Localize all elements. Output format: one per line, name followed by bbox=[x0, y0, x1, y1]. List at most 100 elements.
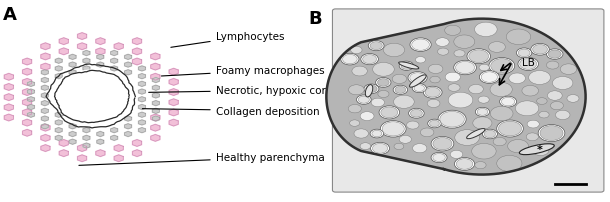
Polygon shape bbox=[169, 89, 178, 96]
Polygon shape bbox=[83, 128, 90, 133]
Circle shape bbox=[393, 86, 407, 95]
Polygon shape bbox=[41, 78, 48, 83]
Circle shape bbox=[553, 77, 573, 90]
Circle shape bbox=[478, 97, 489, 104]
Circle shape bbox=[475, 162, 486, 169]
Circle shape bbox=[454, 61, 476, 75]
Polygon shape bbox=[69, 132, 76, 137]
Circle shape bbox=[373, 63, 394, 77]
Polygon shape bbox=[138, 120, 145, 125]
Circle shape bbox=[475, 23, 497, 37]
Circle shape bbox=[415, 57, 425, 64]
Circle shape bbox=[448, 93, 473, 108]
Circle shape bbox=[371, 99, 384, 107]
Polygon shape bbox=[326, 20, 586, 175]
Circle shape bbox=[382, 122, 404, 136]
Polygon shape bbox=[114, 44, 123, 50]
Polygon shape bbox=[41, 54, 50, 60]
Text: A: A bbox=[3, 6, 17, 24]
Polygon shape bbox=[97, 63, 104, 68]
Polygon shape bbox=[152, 93, 159, 98]
Circle shape bbox=[412, 84, 426, 93]
FancyBboxPatch shape bbox=[332, 10, 604, 192]
Circle shape bbox=[352, 67, 367, 77]
Polygon shape bbox=[41, 124, 48, 129]
Polygon shape bbox=[138, 105, 145, 110]
Polygon shape bbox=[59, 39, 68, 45]
Circle shape bbox=[348, 105, 362, 113]
Circle shape bbox=[515, 101, 539, 116]
Text: LB: LB bbox=[522, 57, 534, 67]
Circle shape bbox=[408, 72, 427, 84]
Circle shape bbox=[360, 143, 371, 150]
Polygon shape bbox=[111, 51, 118, 56]
Polygon shape bbox=[56, 66, 62, 72]
Polygon shape bbox=[41, 109, 48, 114]
Circle shape bbox=[454, 36, 475, 49]
Circle shape bbox=[540, 126, 563, 141]
Ellipse shape bbox=[365, 85, 373, 97]
Circle shape bbox=[428, 65, 443, 74]
Text: Necrotic, hypoxic core: Necrotic, hypoxic core bbox=[149, 86, 332, 96]
Polygon shape bbox=[97, 139, 104, 145]
Polygon shape bbox=[4, 115, 13, 121]
Circle shape bbox=[472, 144, 496, 159]
Polygon shape bbox=[77, 145, 87, 152]
Polygon shape bbox=[69, 70, 76, 75]
Circle shape bbox=[493, 138, 506, 146]
Ellipse shape bbox=[467, 129, 485, 139]
Polygon shape bbox=[132, 150, 142, 157]
Polygon shape bbox=[114, 155, 123, 162]
Polygon shape bbox=[132, 49, 142, 55]
Circle shape bbox=[527, 121, 539, 128]
Polygon shape bbox=[69, 63, 76, 68]
Polygon shape bbox=[23, 69, 32, 76]
Circle shape bbox=[438, 111, 466, 128]
Circle shape bbox=[384, 44, 404, 57]
Polygon shape bbox=[27, 82, 34, 87]
Circle shape bbox=[356, 96, 371, 105]
Polygon shape bbox=[23, 89, 32, 96]
Polygon shape bbox=[27, 105, 34, 110]
Circle shape bbox=[410, 73, 425, 83]
Circle shape bbox=[456, 159, 473, 169]
Circle shape bbox=[437, 49, 449, 56]
Polygon shape bbox=[124, 132, 132, 137]
Polygon shape bbox=[124, 55, 132, 60]
Polygon shape bbox=[27, 97, 34, 102]
Circle shape bbox=[361, 54, 378, 65]
Polygon shape bbox=[124, 124, 132, 129]
Text: *: * bbox=[536, 144, 542, 155]
Circle shape bbox=[520, 59, 537, 70]
Circle shape bbox=[394, 144, 404, 150]
Polygon shape bbox=[138, 90, 145, 95]
Circle shape bbox=[538, 125, 565, 142]
Polygon shape bbox=[138, 74, 145, 79]
Circle shape bbox=[392, 75, 407, 84]
Circle shape bbox=[409, 109, 424, 119]
Circle shape bbox=[547, 49, 563, 60]
Circle shape bbox=[468, 85, 483, 94]
Circle shape bbox=[518, 50, 530, 57]
Ellipse shape bbox=[519, 144, 554, 155]
Circle shape bbox=[401, 63, 412, 70]
Circle shape bbox=[479, 65, 489, 72]
Circle shape bbox=[370, 43, 382, 50]
Polygon shape bbox=[27, 113, 34, 118]
Polygon shape bbox=[124, 70, 132, 75]
Polygon shape bbox=[27, 90, 34, 95]
Polygon shape bbox=[111, 66, 118, 72]
Polygon shape bbox=[41, 135, 50, 142]
Circle shape bbox=[360, 112, 374, 121]
Polygon shape bbox=[23, 120, 32, 126]
Circle shape bbox=[431, 137, 454, 151]
Circle shape bbox=[498, 122, 522, 136]
Polygon shape bbox=[151, 54, 160, 60]
Polygon shape bbox=[23, 130, 32, 137]
Polygon shape bbox=[41, 44, 50, 50]
Circle shape bbox=[473, 117, 492, 129]
Circle shape bbox=[501, 98, 515, 106]
Circle shape bbox=[420, 128, 434, 137]
Circle shape bbox=[526, 133, 539, 141]
Polygon shape bbox=[96, 49, 105, 55]
